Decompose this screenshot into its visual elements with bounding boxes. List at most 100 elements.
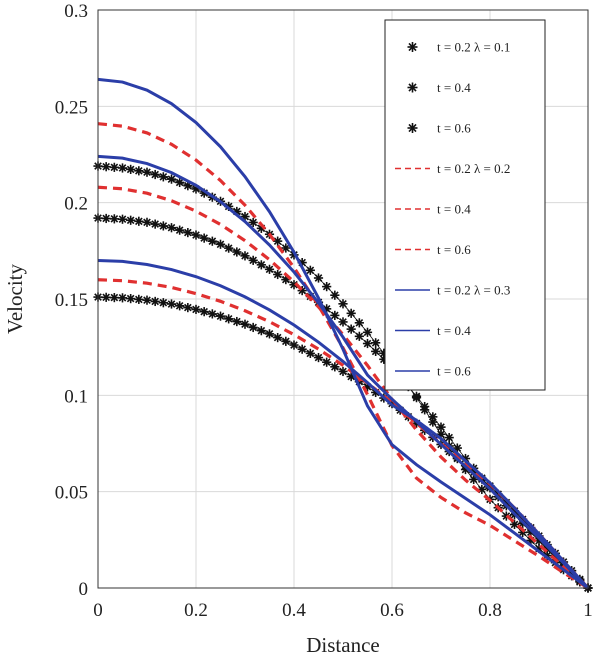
data-point (215, 239, 226, 249)
series-line (97, 185, 590, 590)
tick-labels: 0 0.2 0.4 0.6 0.8 1 0 0.05 0.1 0.15 0.2 0.25 0.3 (55, 1, 593, 621)
data-point (101, 292, 111, 302)
data-point (354, 331, 364, 341)
data-point (330, 362, 340, 372)
legend-label: t = 0.6 (437, 121, 471, 136)
data-point (330, 290, 340, 300)
legend-label: t = 0.2 λ = 0.1 (437, 40, 510, 55)
legend-item: t = 0.6 (395, 364, 471, 379)
series-5 (97, 185, 590, 590)
data-point (191, 230, 201, 240)
data-point (150, 296, 160, 307)
series-line (97, 154, 590, 590)
legend-box (384, 19, 546, 391)
data-point (150, 219, 160, 229)
data-point (420, 401, 430, 412)
data-point (330, 310, 340, 320)
data-point (175, 225, 185, 235)
data-point (232, 316, 242, 327)
data-point (273, 269, 283, 280)
data-point (126, 164, 136, 174)
x-axis-label: Distance (306, 633, 379, 657)
x-tick-label: 0.6 (380, 600, 404, 621)
data-point (289, 340, 299, 350)
data-point (346, 324, 356, 334)
data-point (281, 336, 291, 346)
x-tick-label: 0.2 (184, 600, 208, 621)
data-point (175, 177, 185, 188)
data-point (134, 216, 144, 226)
x-tick-label: 0.4 (282, 600, 306, 621)
data-point (256, 260, 266, 270)
data-point (428, 412, 438, 422)
data-point (407, 82, 418, 93)
data-point (117, 163, 128, 173)
data-point (338, 317, 348, 327)
data-point (248, 322, 258, 333)
data-point (191, 304, 201, 315)
x-tick-label: 1 (583, 600, 593, 621)
data-point (371, 346, 381, 357)
data-point (166, 299, 177, 309)
legend-item: t = 0.2 λ = 0.2 (395, 161, 510, 176)
legend-item: t = 0.2 λ = 0.1 (407, 40, 510, 55)
legend-item: t = 0.2 λ = 0.3 (395, 283, 510, 298)
data-point (101, 162, 111, 172)
data-point (256, 326, 266, 336)
data-point (338, 366, 348, 377)
legend-item: t = 0.4 (407, 80, 471, 95)
y-tick-label: 0.1 (64, 386, 88, 407)
series-9 (97, 258, 590, 590)
legend-item: t = 0.4 (395, 202, 471, 217)
data-point (183, 227, 193, 238)
data-point (117, 214, 128, 224)
data-point (215, 311, 226, 321)
series-6 (97, 278, 590, 590)
data-point (142, 217, 152, 227)
data-point (232, 247, 242, 257)
data-point (407, 42, 418, 52)
data-point (109, 162, 119, 172)
data-point (126, 294, 136, 304)
legend-item: t = 0.4 (395, 323, 471, 338)
data-point (248, 217, 258, 228)
data-point (158, 172, 168, 182)
data-point (444, 432, 454, 443)
legend: t = 0.2 λ = 0.1 t = 0.4 t = 0.6 t = 0.2 λ =… (384, 19, 546, 391)
data-point (362, 338, 373, 349)
legend-item: t = 0.6 (395, 242, 471, 257)
data-point (362, 327, 373, 337)
data-point (109, 214, 119, 224)
data-point (264, 264, 275, 274)
data-point (322, 282, 332, 292)
data-point (371, 338, 381, 348)
series-7 (97, 77, 589, 590)
data-point (199, 233, 209, 243)
data-point (346, 308, 356, 318)
data-point (313, 273, 324, 283)
data-point (142, 295, 152, 305)
data-point (248, 255, 258, 265)
legend-label: t = 0.4 (437, 323, 471, 338)
legend-item: t = 0.6 (407, 121, 471, 136)
data-point (117, 293, 128, 303)
plot-frame (97, 9, 589, 589)
data-point (273, 236, 283, 246)
data-point (150, 169, 160, 180)
data-point (158, 298, 168, 308)
y-axis-label: Velocity (3, 264, 27, 334)
series-layer (93, 77, 593, 593)
data-point (126, 215, 136, 225)
data-point (224, 314, 234, 324)
data-point (207, 309, 217, 319)
data-point (224, 243, 234, 253)
data-point (240, 319, 250, 329)
y-tick-label: 0.25 (55, 97, 88, 118)
data-point (322, 357, 332, 367)
data-point (407, 123, 418, 133)
x-tick-label: 0 (93, 600, 103, 621)
legend-label: t = 0.2 λ = 0.2 (437, 161, 510, 176)
data-point (264, 329, 275, 339)
y-tick-label: 0.15 (55, 290, 88, 311)
